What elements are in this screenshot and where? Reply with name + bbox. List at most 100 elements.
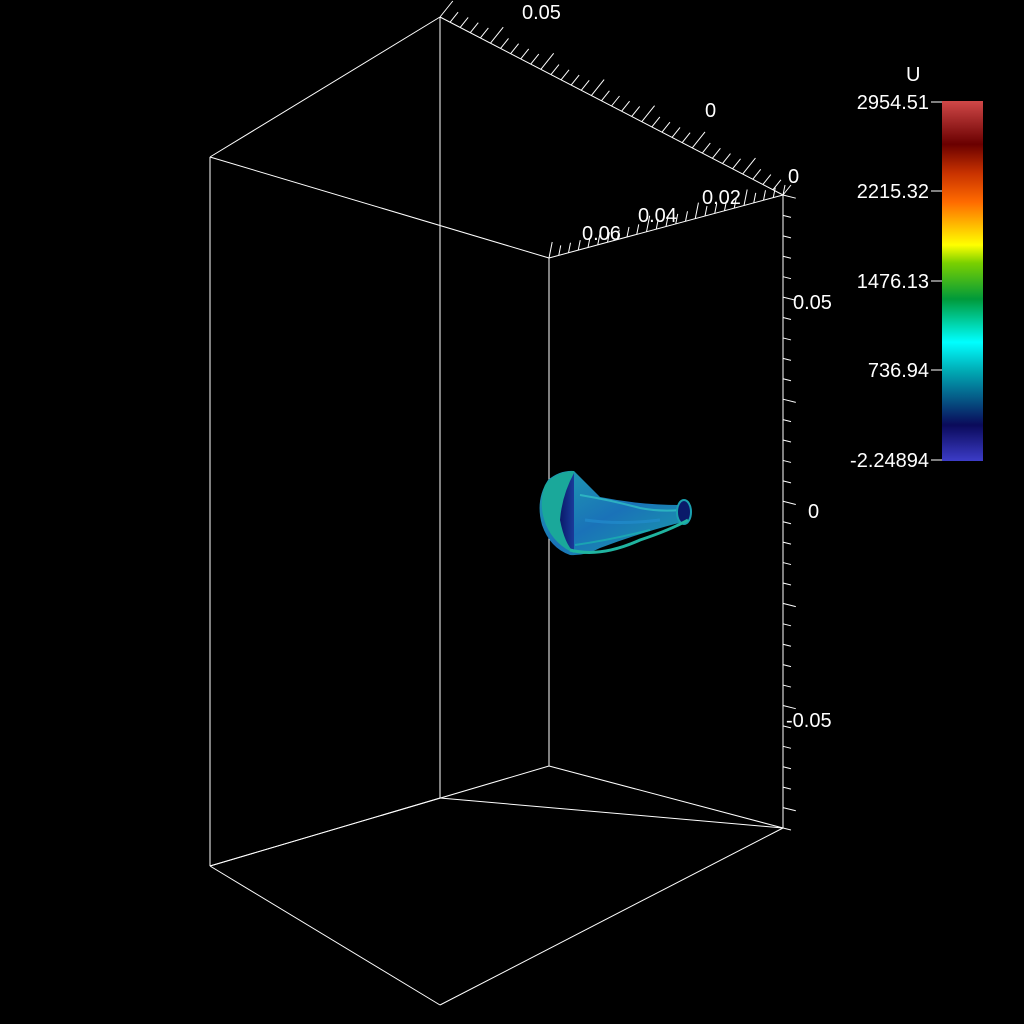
axis-tick bbox=[782, 500, 796, 505]
axis-tick bbox=[685, 211, 688, 222]
axis-tick bbox=[611, 95, 620, 107]
axis-tick bbox=[479, 27, 489, 39]
axis-tick bbox=[568, 242, 571, 253]
colorbar-tick-4: 736.94 bbox=[868, 360, 929, 382]
axis-tick bbox=[782, 398, 796, 403]
front-axis-label-004: 0.04 bbox=[638, 205, 677, 227]
colorbar-tick-2: 2215.32 bbox=[857, 181, 929, 203]
axis-tick bbox=[636, 224, 640, 235]
axis-tick bbox=[675, 213, 679, 224]
axis-tick bbox=[782, 255, 792, 259]
axis-tick bbox=[570, 74, 580, 86]
axis-tick bbox=[665, 216, 669, 227]
axis-tick bbox=[772, 179, 782, 191]
right-axis-label-005: 0.05 bbox=[793, 292, 832, 314]
bounding-box bbox=[209, 16, 784, 1006]
axis-tick bbox=[782, 439, 792, 443]
axis-tick bbox=[772, 187, 776, 198]
flow-surface-object[interactable] bbox=[539, 470, 692, 556]
axis-tick bbox=[490, 26, 504, 44]
axis-tick bbox=[782, 214, 792, 218]
axis-tick bbox=[782, 725, 792, 729]
axis-tick bbox=[711, 148, 721, 159]
axis-tick bbox=[681, 132, 691, 143]
axis-tick bbox=[782, 378, 792, 382]
axis-tick bbox=[722, 153, 731, 164]
colorbar-tick-3: 1476.13 bbox=[857, 271, 929, 293]
top-axis-label-005: 0.05 bbox=[522, 2, 561, 24]
axis-tick bbox=[742, 157, 756, 175]
axis-tick bbox=[752, 168, 762, 180]
axis-tick bbox=[500, 38, 509, 49]
axis-tick bbox=[714, 203, 718, 214]
axis-tick bbox=[782, 745, 792, 749]
axis-tick bbox=[782, 582, 792, 586]
right-axis-label-0: 0 bbox=[808, 501, 819, 523]
flow-body bbox=[539, 470, 691, 556]
axis-tick bbox=[782, 317, 792, 321]
axis-tick bbox=[590, 79, 605, 96]
axis-tick bbox=[782, 194, 796, 199]
axis-tick bbox=[577, 240, 581, 251]
axis-tick bbox=[560, 69, 570, 81]
axis-tick bbox=[782, 337, 792, 341]
axis-tick bbox=[762, 174, 772, 185]
right-axis-ticks bbox=[782, 194, 796, 831]
axis-tick bbox=[631, 106, 641, 117]
axis-tick bbox=[694, 202, 699, 219]
axis-tick bbox=[782, 521, 792, 525]
axis-tick bbox=[439, 0, 454, 18]
axis-tick bbox=[782, 766, 792, 770]
axis-tick bbox=[691, 131, 706, 149]
axis-tick bbox=[732, 158, 741, 170]
axis-tick bbox=[607, 232, 610, 243]
front-axis-label-002: 0.02 bbox=[702, 187, 741, 209]
colorbar: U 2954.51 2215.32 1476.13 736.94 -2.2489… bbox=[850, 64, 983, 472]
axis-tick bbox=[782, 235, 792, 239]
axis-tick bbox=[671, 127, 681, 138]
axis-tick bbox=[616, 229, 620, 240]
axis-tick bbox=[651, 116, 661, 128]
axis-labels: 0.05 0 0 0.06 0.04 0.02 0.05 0 -0.05 bbox=[522, 2, 832, 732]
colorbar-gradient bbox=[942, 101, 983, 461]
axis-tick bbox=[469, 22, 479, 34]
axis-tick bbox=[704, 205, 708, 217]
top-axis-ticks bbox=[439, 0, 792, 196]
flow-tail-cap bbox=[676, 499, 692, 525]
axis-tick bbox=[459, 17, 469, 28]
axis-tick bbox=[782, 184, 792, 196]
axis-tick bbox=[550, 64, 560, 75]
axis-tick bbox=[641, 105, 655, 123]
axis-tick bbox=[724, 200, 727, 211]
axis-tick bbox=[597, 228, 602, 245]
axis-tick bbox=[782, 480, 792, 484]
front-axis-label-006: 0.06 bbox=[582, 223, 621, 245]
axis-tick bbox=[763, 190, 766, 201]
axis-tick bbox=[782, 684, 792, 688]
axis-tick bbox=[782, 827, 792, 831]
axis-tick bbox=[782, 643, 792, 647]
axis-tick bbox=[782, 602, 796, 608]
axis-tick bbox=[782, 419, 792, 423]
axis-tick bbox=[601, 90, 610, 102]
axis-tick bbox=[782, 562, 792, 566]
axis-tick bbox=[646, 215, 651, 232]
colorbar-tick-min: -2.24894 bbox=[850, 450, 929, 472]
axis-tick bbox=[701, 142, 711, 154]
colorbar-tick-max: 2954.51 bbox=[857, 92, 929, 114]
axis-tick bbox=[626, 226, 630, 238]
right-axis-label-neg005: -0.05 bbox=[786, 710, 832, 732]
axis-tick bbox=[733, 198, 737, 209]
axis-tick bbox=[782, 459, 792, 463]
axis-tick bbox=[661, 121, 671, 133]
axis-tick bbox=[548, 241, 553, 259]
top-axis-label-0: 0 bbox=[705, 100, 716, 122]
axis-tick bbox=[782, 786, 792, 790]
axis-tick bbox=[782, 623, 792, 627]
axis-tick bbox=[743, 189, 748, 206]
flow-cut-plane bbox=[560, 473, 574, 552]
axis-tick bbox=[782, 541, 792, 545]
front-axis-ticks bbox=[548, 184, 786, 259]
